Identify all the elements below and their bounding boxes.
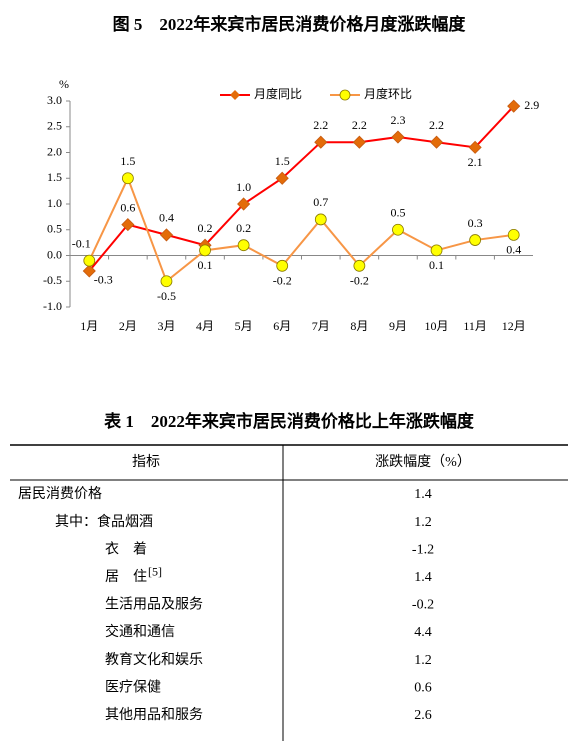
marker xyxy=(429,135,444,149)
marker xyxy=(237,197,251,211)
marker xyxy=(237,239,250,252)
row-value: 1.4 xyxy=(414,487,432,502)
table-header: 涨跌幅度（%） xyxy=(375,454,471,470)
x-tick-label: 8月 xyxy=(350,319,368,333)
row-label: 医疗保健 xyxy=(105,679,161,695)
y-tick-label: 0.0 xyxy=(47,247,62,261)
data-label: 0.2 xyxy=(236,221,251,235)
data-label: 1.5 xyxy=(120,154,135,168)
marker xyxy=(391,130,405,144)
x-tick-label: 4月 xyxy=(196,319,214,333)
row-label: 居 住 xyxy=(105,569,147,585)
table-title: 表 1 2022年来宾市居民消费价格比上年涨跌幅度 xyxy=(104,411,475,431)
data-label: -0.1 xyxy=(72,236,91,250)
row-label: 交通和通信 xyxy=(105,623,175,640)
legend-marker xyxy=(339,89,351,101)
data-label: 0.1 xyxy=(429,258,444,272)
row-label: 生活用品及服务 xyxy=(105,597,203,613)
marker xyxy=(507,228,520,241)
marker xyxy=(353,259,366,272)
marker xyxy=(276,259,289,272)
chart-title: 图 5 2022年来宾市居民消费价格月度涨跌幅度 xyxy=(113,14,467,34)
row-value: 1.2 xyxy=(414,515,432,530)
row-value: -0.2 xyxy=(412,598,434,613)
marker xyxy=(352,135,366,149)
data-label: -0.2 xyxy=(273,274,292,288)
marker xyxy=(314,213,327,226)
marker xyxy=(159,228,174,242)
row-value: 1.2 xyxy=(414,653,432,668)
data-label: 2.9 xyxy=(524,98,539,112)
y-tick-label: 2.0 xyxy=(47,144,62,158)
marker xyxy=(83,254,96,267)
y-tick-label: 1.5 xyxy=(47,170,62,184)
marker xyxy=(121,172,134,185)
data-label: 0.1 xyxy=(198,258,213,272)
data-label: 1.5 xyxy=(275,154,290,168)
y-tick-label: 0.5 xyxy=(47,222,62,236)
row-label: 衣 着 xyxy=(105,541,147,557)
row-value: 2.6 xyxy=(414,708,432,723)
x-tick-label: 12月 xyxy=(502,319,526,333)
x-tick-label: 9月 xyxy=(389,319,407,333)
data-label: -0.5 xyxy=(157,289,176,303)
data-label: 0.4 xyxy=(159,211,174,225)
row-value: -1.2 xyxy=(412,542,434,557)
x-tick-label: 10月 xyxy=(425,319,449,333)
data-label: 2.2 xyxy=(429,118,444,132)
marker xyxy=(160,275,173,288)
data-label: 2.3 xyxy=(390,113,405,127)
y-tick-label: 2.5 xyxy=(47,119,62,133)
marker xyxy=(275,171,289,185)
row-note: [5] xyxy=(148,565,162,579)
row-label: 其他用品和服务 xyxy=(105,707,203,723)
table-header: 指标 xyxy=(132,454,160,470)
marker xyxy=(469,234,482,246)
series-line xyxy=(88,175,514,283)
marker xyxy=(392,223,404,236)
y-tick-label: 1.0 xyxy=(47,196,62,210)
marker xyxy=(82,264,96,278)
marker xyxy=(507,99,521,113)
row-label: 教育文化和娱乐 xyxy=(105,652,203,668)
marker xyxy=(121,218,135,232)
y-unit: % xyxy=(59,77,69,91)
y-tick-label: 3.0 xyxy=(47,93,62,107)
data-label: 2.1 xyxy=(468,155,483,169)
data-label: 1.0 xyxy=(236,180,251,194)
legend-label: 月度同比 xyxy=(254,86,302,101)
data-label: -0.3 xyxy=(94,273,113,287)
y-tick-label: -1.0 xyxy=(43,299,62,313)
y-tick-label: -0.5 xyxy=(43,273,62,287)
data-label: -0.2 xyxy=(350,274,369,288)
data-label: 0.6 xyxy=(120,200,135,214)
x-tick-label: 11月 xyxy=(463,319,487,333)
row-label: 居民消费价格 xyxy=(18,486,102,502)
row-value: 1.4 xyxy=(414,570,432,585)
data-label: 0.5 xyxy=(390,206,405,220)
x-tick-label: 5月 xyxy=(235,319,253,333)
x-tick-label: 7月 xyxy=(312,319,330,333)
series-line xyxy=(88,105,515,272)
x-tick-label: 3月 xyxy=(157,319,175,333)
data-label: 0.7 xyxy=(313,195,328,209)
x-tick-label: 2月 xyxy=(119,319,137,333)
x-tick-label: 6月 xyxy=(273,319,291,333)
data-label: 2.2 xyxy=(352,118,367,132)
marker xyxy=(314,135,328,149)
legend-label: 月度环比 xyxy=(364,86,412,101)
row-value: 0.6 xyxy=(414,680,432,695)
marker xyxy=(468,140,482,154)
row-label: 其中：食品烟酒 xyxy=(55,513,153,530)
data-label: 0.3 xyxy=(468,216,483,230)
data-label: 2.2 xyxy=(313,118,328,132)
marker xyxy=(199,244,211,257)
data-label: 0.4 xyxy=(506,243,521,257)
data-label: 0.2 xyxy=(198,221,213,235)
marker xyxy=(430,244,443,257)
row-value: 4.4 xyxy=(414,625,432,640)
legend-marker xyxy=(230,90,240,100)
x-tick-label: 1月 xyxy=(80,319,98,333)
